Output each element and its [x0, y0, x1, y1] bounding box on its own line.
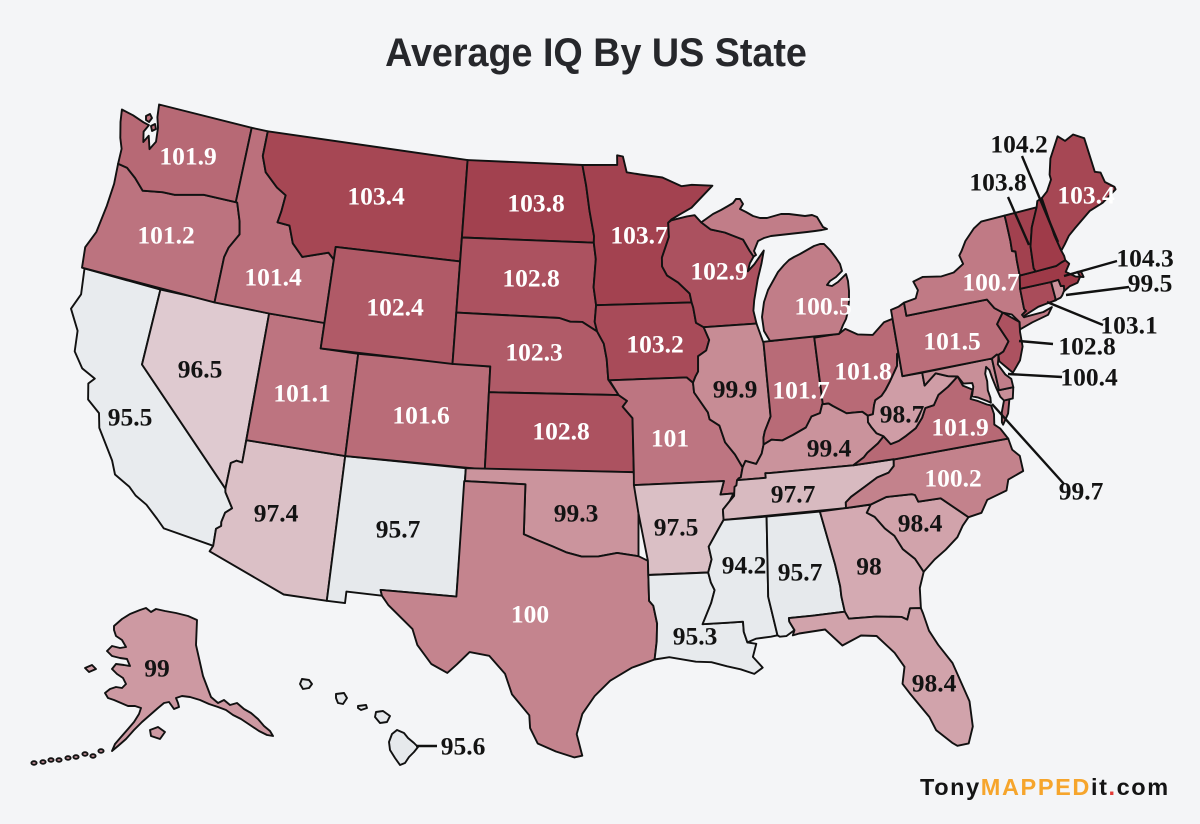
svg-text:103.7: 103.7: [610, 221, 668, 250]
svg-text:103.1: 103.1: [1100, 311, 1157, 340]
svg-text:101.2: 101.2: [137, 221, 194, 250]
svg-text:102.8: 102.8: [502, 264, 559, 293]
svg-text:96.5: 96.5: [178, 355, 223, 384]
svg-text:100.5: 100.5: [794, 292, 851, 321]
svg-text:103.4: 103.4: [1057, 181, 1115, 210]
svg-text:99.4: 99.4: [807, 434, 852, 463]
svg-text:102.4: 102.4: [366, 293, 424, 322]
svg-text:95.7: 95.7: [778, 558, 823, 587]
svg-text:100.7: 100.7: [962, 268, 1020, 297]
svg-text:103.4: 103.4: [347, 182, 405, 211]
svg-text:98.4: 98.4: [898, 509, 943, 538]
svg-text:99.5: 99.5: [1128, 269, 1173, 298]
svg-text:98.7: 98.7: [880, 400, 925, 429]
svg-text:95.7: 95.7: [376, 515, 421, 544]
svg-text:99: 99: [144, 654, 170, 683]
svg-text:97.5: 97.5: [654, 513, 699, 542]
svg-text:101.1: 101.1: [273, 379, 330, 408]
svg-text:98.4: 98.4: [912, 669, 957, 698]
svg-text:94.2: 94.2: [722, 551, 767, 580]
svg-text:101.7: 101.7: [772, 376, 830, 405]
svg-text:98: 98: [856, 552, 882, 581]
svg-text:Average IQ By US State: Average IQ By US State: [385, 31, 807, 75]
svg-text:95.6: 95.6: [441, 732, 486, 761]
svg-text:TonyMAPPEDit.com: TonyMAPPEDit.com: [920, 774, 1170, 800]
svg-text:100.4: 100.4: [1060, 363, 1118, 392]
svg-text:101: 101: [651, 424, 689, 453]
svg-text:102.9: 102.9: [690, 257, 747, 286]
svg-text:103.2: 103.2: [626, 330, 683, 359]
svg-text:101.9: 101.9: [159, 142, 216, 171]
svg-text:99.9: 99.9: [713, 375, 758, 404]
svg-text:102.3: 102.3: [505, 338, 562, 367]
svg-text:99.3: 99.3: [554, 499, 599, 528]
svg-text:103.8: 103.8: [969, 168, 1026, 197]
svg-text:101.8: 101.8: [834, 357, 891, 386]
svg-text:102.8: 102.8: [532, 417, 589, 446]
svg-text:95.3: 95.3: [673, 622, 718, 651]
svg-text:95.5: 95.5: [108, 403, 153, 432]
svg-text:104.2: 104.2: [990, 130, 1047, 159]
svg-text:100: 100: [511, 600, 549, 629]
svg-text:99.7: 99.7: [1059, 477, 1104, 506]
svg-text:102.8: 102.8: [1058, 332, 1115, 361]
svg-text:100.2: 100.2: [924, 464, 981, 493]
svg-text:101.4: 101.4: [244, 263, 302, 292]
svg-text:103.8: 103.8: [507, 189, 564, 218]
svg-text:104.3: 104.3: [1116, 244, 1173, 273]
svg-text:101.9: 101.9: [931, 413, 988, 442]
svg-text:101.6: 101.6: [392, 401, 449, 430]
svg-text:101.5: 101.5: [923, 327, 980, 356]
svg-text:97.4: 97.4: [254, 499, 299, 528]
svg-text:97.7: 97.7: [771, 480, 816, 509]
